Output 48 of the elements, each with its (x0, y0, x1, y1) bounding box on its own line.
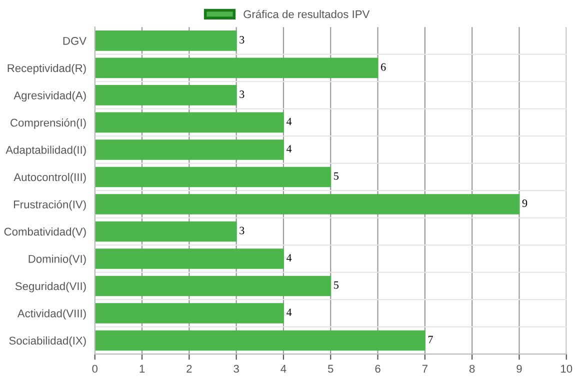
x-tick-label: 10 (561, 364, 572, 373)
bar (94, 303, 284, 324)
data-label: 5 (334, 281, 339, 289)
bar (94, 194, 520, 214)
x-tick-label: 6 (375, 364, 380, 373)
bar (94, 330, 426, 351)
data-label: 7 (428, 336, 433, 344)
y-tick-label: Adaptabilidad(II) (6, 146, 86, 156)
y-tick-label: Receptividad(R) (8, 64, 86, 74)
bar (94, 221, 237, 242)
data-label: 3 (240, 36, 244, 44)
data-label: 6 (381, 63, 386, 71)
y-tick-label: Seguridad(VII) (15, 282, 86, 292)
bar (94, 85, 237, 106)
legend-label: Gráfica de resultados IPV (244, 10, 370, 18)
bar (94, 166, 331, 188)
y-tick-label: Comprensión(I) (10, 118, 86, 129)
data-label: 9 (522, 200, 528, 208)
x-tick-label: 2 (186, 364, 192, 373)
data-label: 3 (240, 90, 244, 98)
bar (94, 58, 378, 78)
x-tick-label: 4 (280, 364, 286, 373)
bar (94, 30, 237, 51)
x-tick-label: 7 (422, 364, 428, 373)
bar (94, 276, 331, 296)
bar (94, 140, 284, 160)
y-tick-label: DGV (63, 36, 86, 45)
x-tick-label: 3 (234, 364, 239, 373)
bar (94, 248, 284, 269)
x-tick-label: 5 (328, 364, 334, 373)
y-tick-label: Actividad(VIII) (17, 309, 86, 320)
y-tick-label: Sociabilidad(IX) (9, 336, 86, 347)
data-label: 3 (240, 226, 244, 234)
x-tick-label: 0 (92, 364, 98, 373)
data-label: 4 (286, 118, 292, 126)
x-tick-label: 8 (469, 364, 475, 373)
data-label: 5 (334, 172, 339, 180)
y-tick-label: Combatividad(V) (4, 227, 86, 238)
data-label: 4 (286, 145, 292, 152)
y-tick-label: Frustración(IV) (14, 200, 86, 211)
x-tick-label: 1 (140, 364, 145, 373)
bar (94, 112, 284, 133)
y-tick-label: Autocontrol(III) (14, 172, 86, 184)
data-label: 4 (286, 254, 292, 262)
x-tick-label: 9 (516, 364, 522, 373)
y-tick-label: Dominio(VI) (28, 254, 86, 266)
y-tick-label: Agresividad(A) (14, 91, 86, 102)
data-label: 4 (286, 308, 292, 316)
